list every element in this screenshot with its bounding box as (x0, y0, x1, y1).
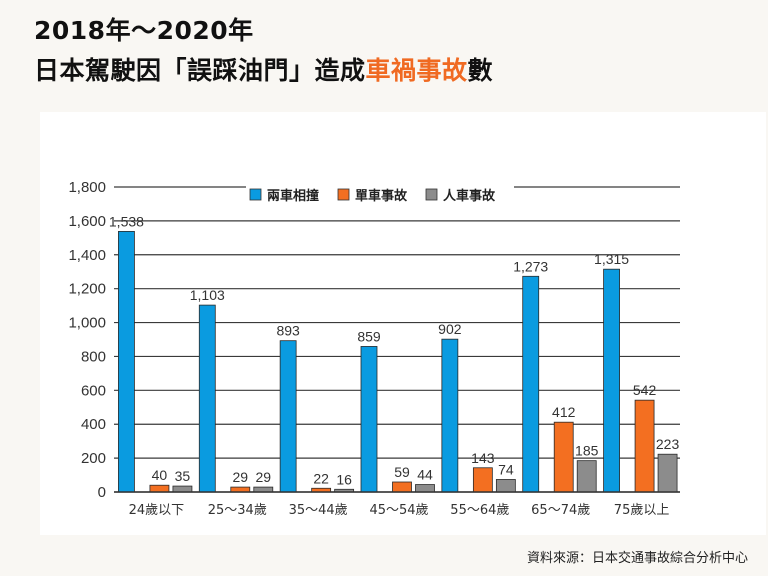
bar-collision (198, 304, 216, 493)
legend-swatch (425, 188, 438, 201)
legend-label: 單車事故 (355, 188, 408, 204)
bar-single (472, 467, 493, 493)
data-label: 35 (175, 468, 191, 484)
data-label: 902 (438, 321, 462, 337)
bar-collision (603, 268, 620, 493)
y-tick-label: 0 (98, 484, 106, 501)
data-label: 223 (656, 436, 680, 452)
data-label: 74 (498, 461, 514, 477)
source-note: 資料來源：日本交通事故綜合分析中心 (526, 551, 748, 566)
x-tick-label: 75歲以上 (614, 503, 670, 518)
bar-collision (279, 340, 297, 493)
x-tick-label: 55～64歲 (450, 503, 509, 518)
data-label: 542 (633, 382, 657, 398)
data-label: 893 (276, 323, 300, 339)
bar-collision (360, 346, 378, 493)
y-tick-label: 400 (81, 416, 106, 433)
bar-pedestrian (415, 484, 435, 493)
bar-pedestrian (657, 453, 678, 493)
x-tick-label: 65～74歲 (531, 503, 590, 518)
title-highlight: 車禍事故 (365, 56, 468, 85)
data-label: 185 (575, 443, 599, 459)
chart-panel: 0 200 400 600 800 1,000 1,200 1,400 1,600 1,800 1,… (40, 112, 766, 535)
data-label: 40 (152, 467, 168, 483)
data-label: 1,103 (190, 287, 225, 303)
legend-bg (334, 185, 426, 205)
bar-single (553, 421, 574, 493)
data-label: 44 (417, 467, 433, 483)
data-label: 1,273 (513, 258, 548, 274)
bar-collision (118, 230, 135, 493)
data-label: 1,538 (109, 213, 144, 229)
x-tick-label: 24歲以下 (129, 503, 185, 518)
bar-single (149, 484, 170, 493)
data-label: 59 (394, 464, 410, 480)
y-tick-label: 800 (81, 348, 106, 365)
data-label: 22 (313, 470, 329, 486)
y-tick-label: 1,000 (68, 315, 106, 332)
y-tick-label: 1,600 (68, 213, 106, 230)
x-tick-label: 35～44歲 (289, 503, 348, 518)
data-label: 16 (336, 471, 352, 487)
data-label: 29 (255, 469, 271, 485)
bar-collision (441, 338, 459, 493)
data-label: 1,315 (594, 251, 629, 267)
legend-bg (246, 185, 338, 205)
y-tick-label: 200 (81, 450, 106, 467)
legend-bg (422, 185, 514, 205)
y-tick-label: 600 (81, 382, 106, 399)
y-tick-label: 1,400 (68, 247, 106, 264)
bar-collision (522, 275, 540, 493)
y-tick-label: 1,200 (68, 281, 106, 298)
legend-swatch (249, 188, 262, 201)
legend-label: 人車事故 (443, 188, 496, 204)
data-label: 859 (357, 328, 381, 344)
bar-pedestrian (495, 479, 516, 493)
title-part: 數 (467, 56, 494, 85)
title-part: 日本駕駛因「誤踩油門」造成 (34, 56, 366, 85)
data-label: 412 (552, 404, 576, 420)
data-label: 29 (232, 469, 248, 485)
x-tick-label: 25～34歲 (208, 503, 267, 518)
legend-swatch (337, 188, 350, 201)
x-tick-label: 45～54歲 (369, 503, 428, 518)
title-block: 2018年～2020年 日本駕駛因「誤踩油門」造成車禍事故數 (34, 14, 493, 90)
bar-chart: 0 200 400 600 800 1,000 1,200 1,400 1,600 1,800 1,… (68, 179, 680, 518)
y-tick-label: 1,800 (68, 179, 106, 196)
bar-pedestrian (172, 485, 193, 493)
legend-label: 兩車相撞 (267, 188, 319, 204)
bar-single (392, 481, 412, 493)
bar-single (634, 399, 655, 493)
title-line-1: 2018年～2020年 (34, 16, 254, 45)
title-line-2: 日本駕駛因「誤踩油門」造成車禍事故數 (34, 52, 493, 90)
bar-pedestrian (576, 460, 597, 493)
data-label: 143 (471, 450, 495, 466)
